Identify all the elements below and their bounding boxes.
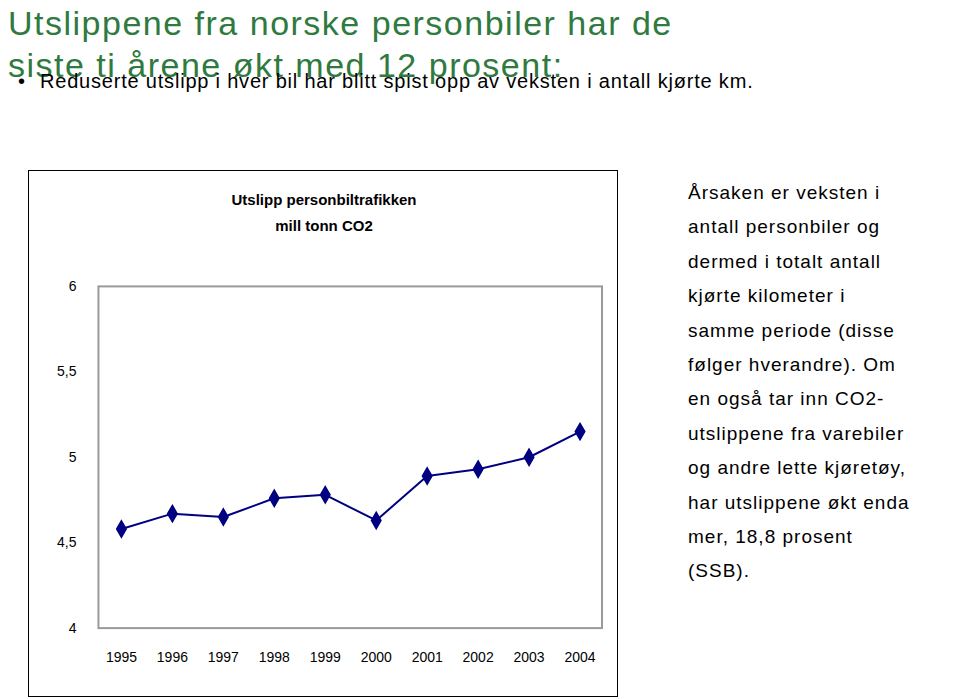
html-text:samme periode (disse: samme periode (disse	[688, 319, 895, 341]
html-text:kjørte kilometer i: kjørte kilometer i	[688, 285, 846, 307]
html-text:siste ti årene økt med 12 pros: siste ti årene økt med 12 prosent:	[8, 46, 564, 84]
svg-text:4: 4	[68, 619, 76, 635]
svg-text:5: 5	[68, 448, 76, 464]
svg-text:1999: 1999	[309, 649, 340, 665]
html-text:en også tar inn CO2-: en også tar inn CO2-	[688, 388, 885, 410]
svg-text:1997: 1997	[207, 649, 238, 665]
html-text:og andre lette kjøretøy,: og andre lette kjøretøy,	[688, 457, 906, 479]
html-text:mer, 18,8 prosent: mer, 18,8 prosent	[688, 526, 853, 548]
html-text:antall personbiler og: antall personbiler og	[688, 216, 881, 238]
html-text:Årsaken er veksten i: Årsaken er veksten i	[688, 182, 881, 203]
html-text:Reduserte utslipp i hver bil h: Reduserte utslipp i hver bil har blitt s…	[40, 70, 754, 92]
svg-text:1996: 1996	[156, 649, 187, 665]
html-text:mill tonn CO2: mill tonn CO2	[275, 217, 373, 234]
html-text:har utslippene økt enda: har utslippene økt enda	[688, 491, 910, 513]
svg-text:1995: 1995	[105, 649, 136, 665]
html-text:Utslippene fra norske personbi: Utslippene fra norske personbiler har de	[8, 4, 673, 42]
svg-text:2000: 2000	[360, 649, 391, 665]
svg-text:4,5: 4,5	[57, 534, 77, 550]
html-text:(SSB).: (SSB).	[688, 560, 750, 582]
html-text:utslippene fra varebiler: utslippene fra varebiler	[688, 422, 905, 444]
svg-text:1998: 1998	[258, 649, 289, 665]
svg-text:2002: 2002	[462, 649, 493, 665]
html-text:følger hverandre). Om: følger hverandre). Om	[688, 354, 896, 375]
svg-text:5,5: 5,5	[57, 363, 77, 379]
svg-text:2001: 2001	[411, 649, 442, 665]
svg-text:2004: 2004	[564, 649, 595, 665]
svg-text:2003: 2003	[513, 649, 544, 665]
html-text:Utslipp personbiltrafikken: Utslipp personbiltrafikken	[231, 191, 417, 208]
svg-text:6: 6	[68, 277, 76, 293]
html-text:dermed i totalt antall: dermed i totalt antall	[688, 250, 882, 272]
